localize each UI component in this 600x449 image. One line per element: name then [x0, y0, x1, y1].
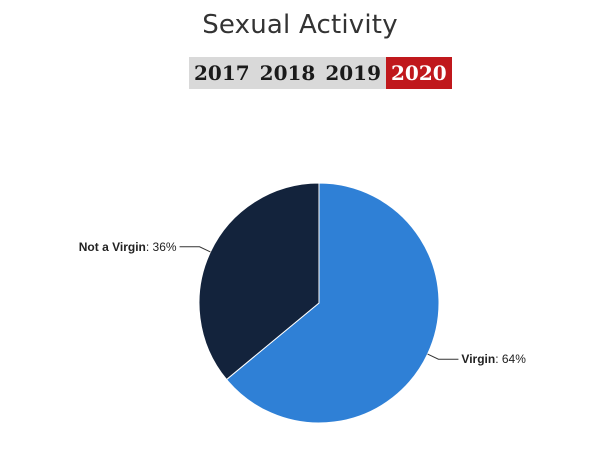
leader-line-not-a-virgin — [179, 246, 211, 253]
slice-label-not-a-virgin: Not a Virgin: 36% — [79, 240, 177, 254]
year-tab-2017[interactable]: 2017 — [189, 57, 255, 89]
year-tab-2020[interactable]: 2020 — [386, 57, 452, 89]
pie-slice-virgin[interactable] — [225, 182, 440, 424]
year-tabs: 2017 2018 2019 2020 — [189, 57, 452, 89]
page-title: Sexual Activity — [202, 10, 398, 40]
year-tab-2018[interactable]: 2018 — [254, 57, 321, 89]
leader-line-virgin — [427, 353, 459, 360]
year-tab-2019[interactable]: 2019 — [320, 57, 387, 89]
slice-label-virgin: Virgin: 64% — [461, 352, 526, 366]
